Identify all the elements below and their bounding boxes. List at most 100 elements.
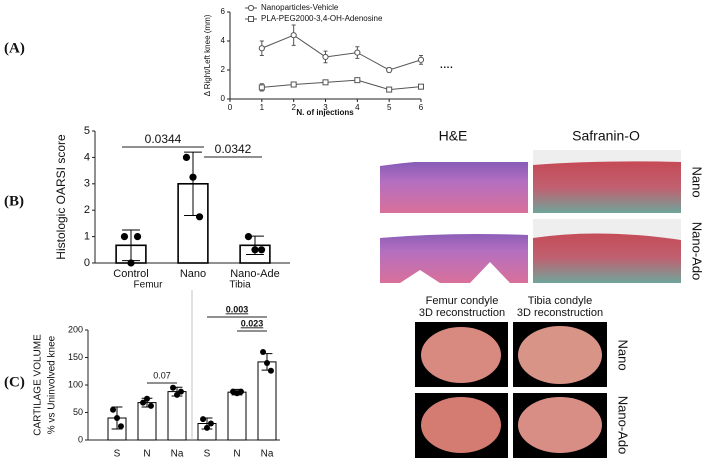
group-label: Tibia (229, 280, 251, 291)
data-point (114, 415, 120, 421)
x-tick-label: Nano (180, 268, 206, 280)
y-tick-label: 50 (73, 407, 83, 417)
image-bg (533, 219, 681, 240)
y-tick-label: 5 (84, 125, 90, 137)
data-point (207, 420, 214, 427)
x-tick-label: Control (113, 268, 148, 280)
data-point (127, 259, 135, 267)
reconstruction: Femur condyle 3D reconstruction Tibia co… (415, 295, 631, 458)
image-bg (533, 150, 681, 165)
data-point (267, 367, 274, 374)
x-tick-label: Nano-Ade (230, 268, 280, 280)
column-header: H&E (439, 128, 468, 144)
x-axis-label: N. of injections (296, 108, 354, 117)
y-axis-label: Histologic OARSI score (54, 134, 68, 260)
condyle (518, 326, 602, 384)
y-axis-label: % vs Uninvolved knee (47, 335, 58, 434)
bar (137, 402, 157, 441)
group-label: Femur (134, 280, 164, 291)
marker (258, 84, 265, 91)
image-bg (380, 219, 528, 238)
y-tick-label: 6 (221, 7, 226, 16)
panel-label: (C) (4, 374, 25, 390)
marker (354, 77, 361, 84)
y-tick-label: 3 (84, 178, 90, 190)
y-tick-label: 0 (84, 257, 90, 269)
data-point (251, 246, 259, 254)
marker (386, 86, 393, 93)
x-tick-label: S (204, 449, 211, 460)
data-point (120, 233, 129, 241)
row-label: Nano-Ado (690, 222, 705, 281)
data-point (133, 233, 142, 241)
panel-label: (A) (4, 40, 25, 56)
marker (322, 53, 329, 61)
x-tick-label: 2 (291, 103, 296, 112)
legend-label: Nanoparticles-Vehicle (261, 3, 339, 12)
marker (290, 81, 297, 88)
data-point (110, 406, 117, 413)
column-header: 3D reconstruction (419, 307, 505, 319)
legend-label: PLA-PEG2000-3,4-OH-Adenosine (261, 14, 383, 23)
image-bg (380, 150, 528, 166)
p-value: 0.003 (226, 304, 249, 314)
x-tick-label: 3 (323, 103, 328, 112)
panel-label: (B) (4, 193, 24, 209)
data-point (260, 349, 267, 355)
x-tick-label: Na (171, 449, 184, 460)
p-value: 0.07 (153, 370, 171, 380)
x-tick-label: Na (261, 449, 274, 460)
p-value: 0.0342 (215, 142, 252, 156)
marker (354, 49, 361, 56)
x-tick-label: N (143, 449, 150, 460)
y-tick-label: 4 (221, 36, 226, 45)
data-point (182, 153, 191, 161)
marker (386, 66, 393, 74)
data-point (170, 384, 177, 391)
bar (257, 361, 277, 441)
data-point (189, 173, 197, 181)
line (261, 34, 422, 71)
p-value: 0.023 (241, 318, 264, 328)
data-point (257, 246, 266, 254)
condyle (421, 327, 501, 383)
x-tick-label: 6 (419, 103, 424, 112)
data-point (144, 395, 150, 402)
y-tick-label: 0 (221, 94, 226, 103)
y-tick-label: 2 (221, 65, 226, 74)
data-point (244, 233, 253, 241)
column-header: Tibia condyle (528, 295, 592, 307)
marker (258, 45, 265, 52)
data-point (177, 388, 184, 395)
data-point (174, 391, 180, 398)
column-header: 3D reconstruction (517, 307, 603, 319)
marker (290, 32, 297, 39)
bar (167, 391, 187, 441)
x-tick-label: 5 (387, 103, 392, 112)
y-axis-label: CARTILAGE VOLUME (33, 334, 44, 436)
data-point (117, 423, 124, 430)
y-tick-label: 0 (78, 434, 83, 444)
marker (322, 79, 329, 86)
p-value: 0.0344 (145, 132, 182, 146)
line (261, 79, 422, 91)
data-point (147, 402, 154, 409)
histology: H&E Safranin-O Nano Nano-Ado (380, 128, 705, 283)
x-tick-label: 0 (228, 103, 233, 112)
data-point (264, 360, 270, 366)
annotation: ···· (440, 63, 453, 74)
data-point (204, 424, 210, 431)
x-tick-label: 1 (260, 103, 265, 112)
condyle (518, 397, 602, 453)
y-tick-label: 100 (68, 379, 83, 389)
bar (227, 391, 247, 441)
y-tick-label: 1 (84, 231, 90, 243)
row-label: Nano (616, 339, 631, 370)
row-label: Nano-Ado (616, 396, 631, 455)
y-tick-label: 2 (84, 204, 90, 216)
data-point (200, 416, 207, 423)
x-tick-label: S (114, 449, 121, 460)
y-axis-label: Δ Right/Left knee (mm) (203, 14, 212, 96)
marker (417, 56, 425, 63)
